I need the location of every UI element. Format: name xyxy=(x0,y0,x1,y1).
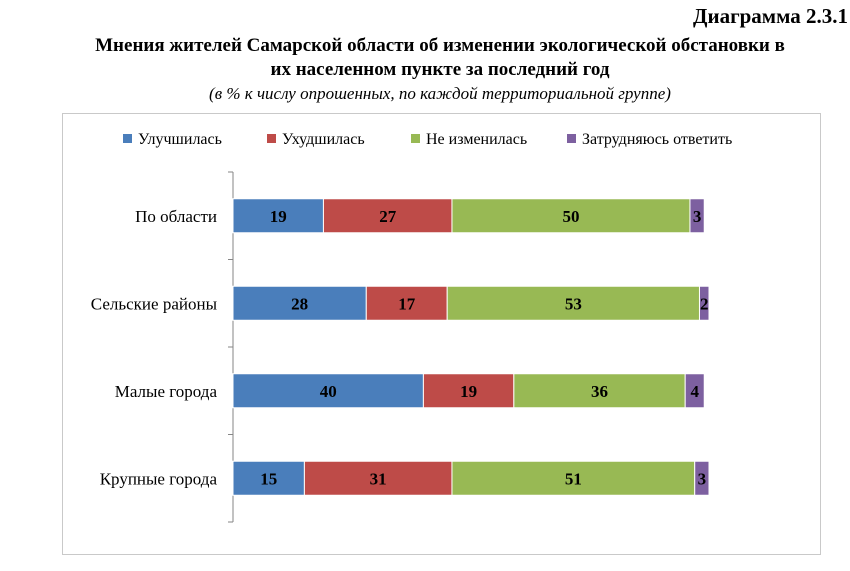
data-label-3-series-4: 4 xyxy=(690,382,699,401)
diagram-number: Диаграмма 2.3.1 xyxy=(693,4,848,28)
data-label-2-series-3: 53 xyxy=(565,294,582,313)
legend-label-1: Улучшилась xyxy=(138,131,222,148)
data-label-3-series-2: 19 xyxy=(460,382,477,401)
data-label-2-series-4: 2 xyxy=(700,294,709,313)
category-label-4: Крупные города xyxy=(100,469,218,488)
bar-1-series-4 xyxy=(689,198,705,234)
data-label-4-series-4: 3 xyxy=(698,469,707,488)
bar-4-series-3 xyxy=(451,460,696,496)
chart-frame xyxy=(62,113,821,555)
chart-title-line-2: их населенном пункте за последний год xyxy=(270,59,610,80)
legend-label-3: Не изменилась xyxy=(426,131,527,148)
bar-2-series-4 xyxy=(698,285,710,321)
data-label-2-series-2: 17 xyxy=(398,294,416,313)
bar-2-series-3 xyxy=(446,285,700,321)
data-label-4-series-1: 15 xyxy=(260,469,277,488)
bar-3-series-3 xyxy=(513,373,686,409)
chart-title-line-1: Мнения жителей Самарской области об изме… xyxy=(95,35,785,56)
data-label-1-series-1: 19 xyxy=(270,207,287,226)
chart-subtitle: (в % к числу опрошенных, по каждой терри… xyxy=(209,84,671,103)
data-label-3-series-3: 36 xyxy=(591,382,608,401)
bar-3-series-4 xyxy=(684,373,705,409)
legend-swatch-4 xyxy=(567,134,576,143)
bar-4-series-2 xyxy=(303,460,453,496)
data-label-1-series-2: 27 xyxy=(379,207,397,226)
data-label-1-series-4: 3 xyxy=(693,207,702,226)
legend-label-4: Затрудняюсь ответить xyxy=(582,131,732,148)
data-label-4-series-3: 51 xyxy=(565,469,582,488)
bar-1-series-1 xyxy=(232,198,324,234)
bar-2-series-2 xyxy=(365,285,448,321)
legend-swatch-2 xyxy=(267,134,276,143)
bar-4-series-1 xyxy=(232,460,305,496)
data-label-1-series-3: 50 xyxy=(562,207,579,226)
chart-title: Мнения жителей Самарской области об изме… xyxy=(30,34,850,82)
legend-swatch-3 xyxy=(411,134,420,143)
bar-3-series-2 xyxy=(422,373,515,409)
legend-swatch-1 xyxy=(123,134,132,143)
legend-label-2: Ухудшилась xyxy=(282,131,365,148)
bar-1-series-3 xyxy=(451,198,691,234)
data-label-2-series-1: 28 xyxy=(291,294,308,313)
category-label-2: Сельские районы xyxy=(91,294,218,313)
bar-4-series-4 xyxy=(694,460,710,496)
data-label-4-series-2: 31 xyxy=(370,469,387,488)
category-label-3: Малые города xyxy=(115,382,218,401)
category-label-1: По области xyxy=(135,207,217,226)
data-label-3-series-1: 40 xyxy=(320,382,337,401)
